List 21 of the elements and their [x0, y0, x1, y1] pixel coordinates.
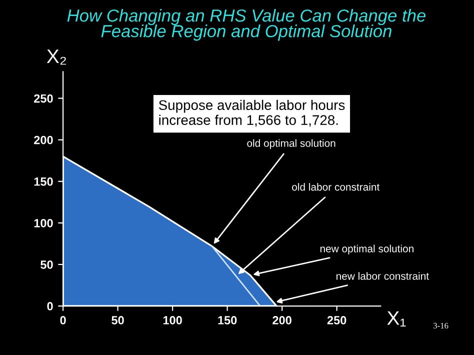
- x-tick-label: 150: [218, 316, 237, 324]
- annotation: old optimal solution: [247, 139, 336, 149]
- y-tick-label: 0: [47, 302, 53, 310]
- y-tick-label: 250: [34, 94, 53, 103]
- x-tick-label: 0: [60, 316, 66, 324]
- annotation: new labor constraint: [336, 272, 429, 280]
- annotation: old labor constraint: [292, 183, 380, 191]
- x-axis-title: X₁: [387, 311, 406, 326]
- annotation: Suppose available labor hours increase from 1,566 to 1,728.: [158, 100, 345, 127]
- x-tick-label: 200: [272, 316, 292, 324]
- y-axis-title: X₂: [46, 50, 66, 65]
- y-tick-label: 150: [34, 177, 53, 186]
- y-tick-label: 50: [40, 260, 53, 269]
- text: 3-16: [434, 322, 448, 328]
- x-tick-label: 250: [327, 316, 346, 324]
- annotation: new optimal solution: [320, 244, 414, 254]
- x-tick-label: 50: [112, 316, 124, 324]
- y-tick-label: 200: [34, 136, 53, 144]
- chart-title: How Changing an RHS Value Can Change the Feasible Region and Optimal Solution: [67, 8, 426, 41]
- y-tick-label: 100: [34, 218, 53, 228]
- x-tick-label: 100: [163, 316, 182, 324]
